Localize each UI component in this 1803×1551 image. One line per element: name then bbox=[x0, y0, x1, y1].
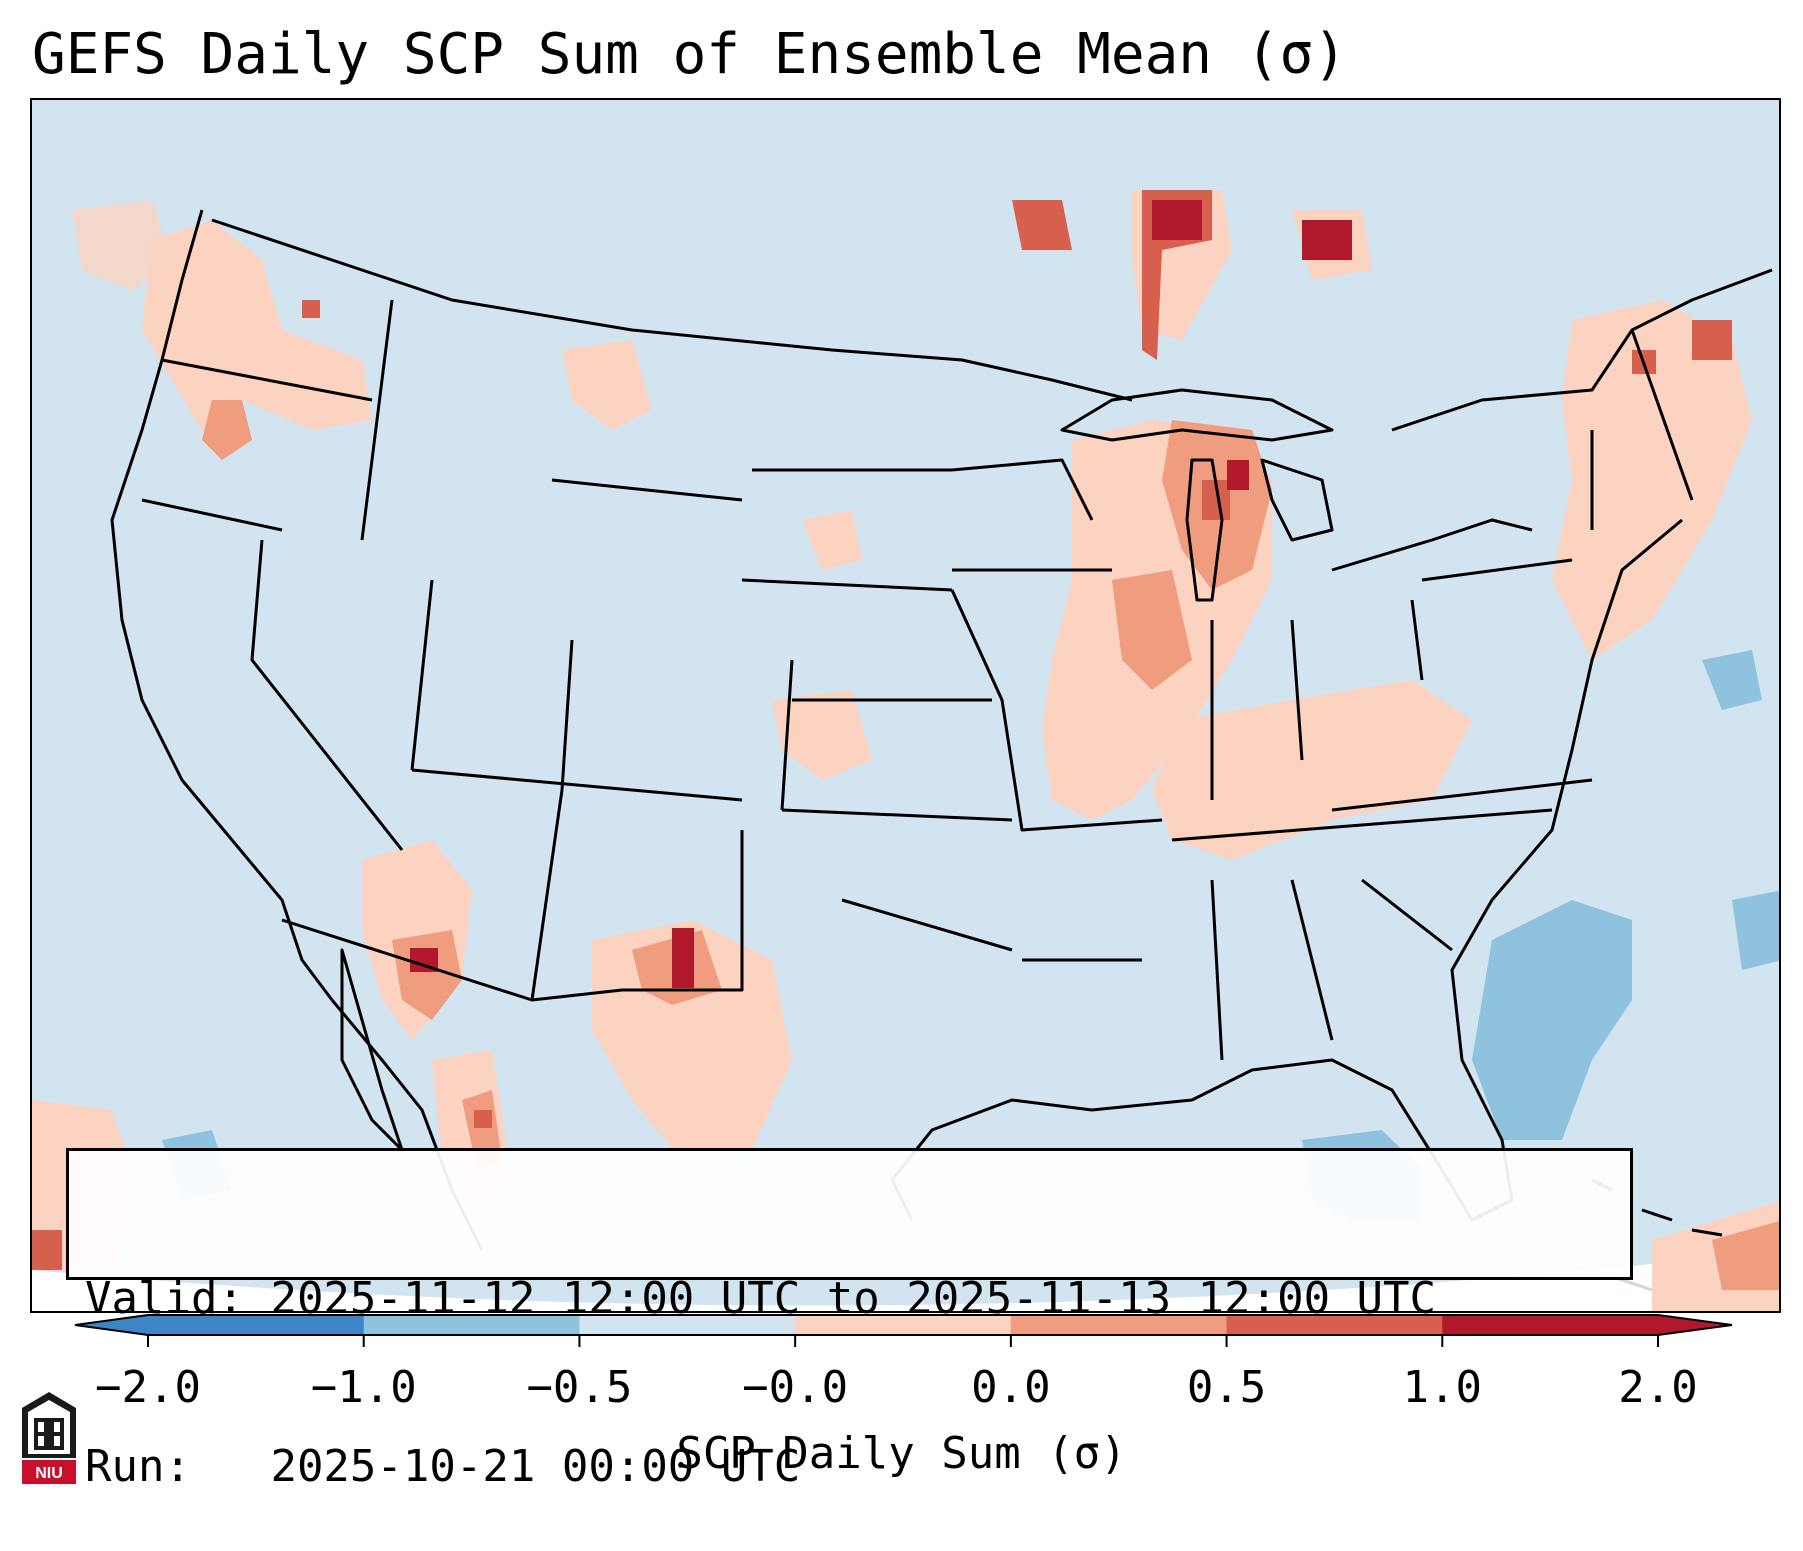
anomaly-patch-ontario-c bbox=[1012, 200, 1072, 250]
state-line-ut-co bbox=[560, 639, 574, 791]
anomaly-patch-illinois bbox=[1112, 570, 1192, 690]
valid-run-info-box: Valid: 2025-11-12 12:00 UTC to 2025-11-1… bbox=[66, 1148, 1633, 1492]
anomaly-patch-pnw-b bbox=[202, 400, 252, 460]
niu-logo-icon: NIU bbox=[22, 1392, 76, 1484]
state-line-id-mt bbox=[360, 299, 394, 541]
state-line-ms-al bbox=[1210, 879, 1224, 1061]
anomaly-patch-az-max bbox=[410, 948, 438, 972]
map-frame bbox=[30, 98, 1781, 1313]
anomaly-patch-northeast bbox=[1552, 300, 1752, 660]
state-line-co-ks bbox=[780, 659, 794, 811]
colorbar-tick-label: 0.5 bbox=[1186, 1362, 1267, 1413]
state-boundaries bbox=[110, 209, 1773, 1292]
anomaly-patch-ks bbox=[772, 690, 872, 780]
west-coast-outline bbox=[110, 209, 334, 1001]
colorbar-segment bbox=[579, 1315, 796, 1335]
anomaly-patch-pacific-sw-max bbox=[32, 1230, 62, 1270]
colorbar-segment bbox=[795, 1315, 1012, 1335]
state-line-ut-az bbox=[411, 768, 743, 802]
state-line-mo bbox=[950, 589, 1163, 832]
state-line-az-nm bbox=[530, 789, 564, 1001]
lake-michigan bbox=[1185, 458, 1224, 602]
anomaly-patch-az-core bbox=[392, 930, 462, 1020]
scp-anomaly-patches bbox=[32, 190, 1779, 1311]
colorbar-tick-label: 1.0 bbox=[1402, 1362, 1483, 1413]
state-line-in-oh bbox=[1290, 619, 1304, 761]
colorbar-tick-label: −0.0 bbox=[742, 1362, 849, 1413]
anomaly-patch-michigan-max2 bbox=[1227, 460, 1249, 490]
negative-patch-atlantic-ne bbox=[1702, 650, 1762, 710]
colorbar bbox=[74, 1314, 1733, 1347]
anomaly-patch-ne bbox=[802, 510, 862, 570]
state-line-wa-or bbox=[161, 358, 373, 402]
map-canvas bbox=[32, 100, 1779, 1311]
state-line-ks-ok bbox=[781, 808, 1013, 822]
anomaly-patch-nm-max bbox=[672, 928, 694, 988]
lake-erie-ontario bbox=[1331, 518, 1533, 572]
anomaly-patch-sonora-max bbox=[474, 1110, 492, 1128]
anomaly-patch-ne-max bbox=[1692, 320, 1732, 360]
state-line-ca-nv bbox=[250, 539, 404, 851]
us-canada-border bbox=[211, 218, 1133, 402]
state-line-az-mx bbox=[281, 918, 623, 1002]
anomaly-patch-pnw-dot bbox=[302, 300, 320, 318]
colorbar-segment bbox=[363, 1315, 580, 1335]
canada-border-east bbox=[1391, 268, 1773, 432]
colorbar-extend-max bbox=[1658, 1315, 1732, 1335]
anomaly-patch-caribbean-core bbox=[1712, 1221, 1779, 1290]
colorbar-outline bbox=[74, 1314, 1733, 1336]
colorbar-segment bbox=[148, 1315, 365, 1335]
state-line-nv-ut bbox=[410, 579, 434, 771]
anomaly-patch-ohio-valley bbox=[1152, 680, 1472, 860]
state-line-ky-tn bbox=[1171, 808, 1553, 842]
lake-superior bbox=[1060, 388, 1334, 442]
run-value: 2025-10-21 00:00 UTC bbox=[270, 1441, 801, 1492]
colorbar-segment bbox=[1442, 1315, 1659, 1335]
run-line: Run: 2025-10-21 00:00 UTC bbox=[85, 1439, 1614, 1495]
anomaly-patch-mt bbox=[562, 340, 652, 430]
run-label: Run: bbox=[85, 1441, 191, 1492]
state-line-nm-tx bbox=[622, 830, 744, 992]
colorbar-tick-label: −1.0 bbox=[310, 1362, 417, 1413]
colorbar-label: SCP Daily Sum (σ) bbox=[676, 1428, 1127, 1479]
state-line-oh-pa bbox=[1410, 599, 1424, 681]
state-line-ga-sc bbox=[1361, 878, 1453, 952]
anomaly-patch-michigan-max bbox=[1202, 480, 1230, 520]
chart-title: GEFS Daily SCP Sum of Ensemble Mean (σ) bbox=[32, 22, 1347, 87]
anomaly-patch-ontario-a-max bbox=[1152, 200, 1202, 240]
negative-patch-atlantic-e bbox=[1732, 890, 1779, 970]
colorbar-tick-label: 0.0 bbox=[971, 1362, 1051, 1413]
negative-patch-atlantic bbox=[1472, 900, 1632, 1140]
colorbar-ticks bbox=[147, 1335, 1659, 1347]
state-line-mt-wy bbox=[551, 478, 743, 502]
colorbar-tick-label: 2.0 bbox=[1618, 1362, 1698, 1413]
state-line-sd-ne bbox=[741, 578, 953, 592]
colorbar-segments bbox=[75, 1315, 1732, 1335]
state-line-me bbox=[1630, 329, 1694, 501]
state-line-nc-va bbox=[1331, 778, 1593, 812]
map-domain bbox=[32, 100, 1779, 1306]
state-line-or-ca bbox=[141, 498, 283, 532]
colorbar-segment bbox=[1226, 1315, 1443, 1335]
colorbar-tick-label: −2.0 bbox=[95, 1362, 201, 1413]
anomaly-patch-pnw-north bbox=[72, 200, 172, 290]
lake-huron bbox=[1260, 458, 1334, 542]
state-line-pa-ny bbox=[1421, 558, 1573, 582]
colorbar-segment bbox=[1010, 1315, 1228, 1335]
anomaly-patch-ontario-b-max bbox=[1302, 220, 1352, 260]
colorbar-extend-min bbox=[75, 1315, 148, 1335]
state-line-ok-tx bbox=[841, 898, 1013, 952]
niu-logo-text: NIU bbox=[35, 1465, 63, 1482]
colorbar-tick-label: −0.5 bbox=[526, 1362, 633, 1413]
anomaly-patch-pnw bbox=[142, 220, 372, 430]
state-line-mn-wi bbox=[951, 458, 1094, 521]
state-line-al-ga bbox=[1290, 879, 1334, 1041]
